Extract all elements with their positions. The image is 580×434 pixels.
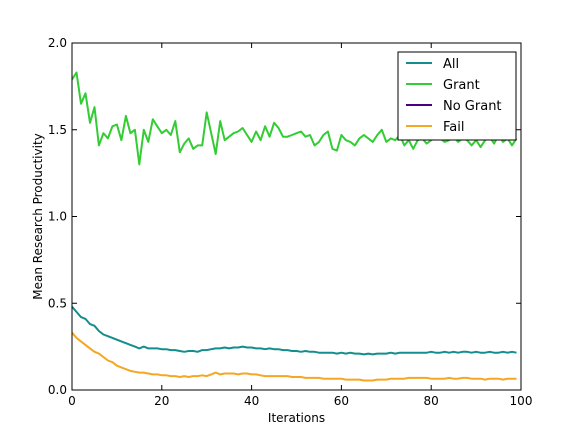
x-tick-label: 60 [334,394,349,408]
x-tick-label: 100 [510,394,533,408]
x-axis-label: Iterations [268,411,325,425]
legend-label: Fail [443,120,464,135]
legend-label: Grant [443,78,480,93]
legend-label: No Grant [443,99,502,114]
y-axis: 0.0 0.5 1.0 1.5 2.0 [48,36,521,397]
x-axis: 0 20 40 60 80 100 [68,43,532,408]
x-tick-label: 0 [68,394,76,408]
series-line-all [71,306,517,356]
x-tick-label: 80 [424,394,439,408]
x-tick-label: 20 [154,394,169,408]
y-tick-label: 0.5 [48,296,67,310]
series-line-fail [71,332,517,382]
y-tick-label: 1.0 [48,210,67,224]
y-tick-label: 2.0 [48,36,67,50]
y-axis-label: Mean Research Productivity [31,133,45,300]
y-tick-label: 1.5 [48,123,67,137]
y-tick-label: 0.0 [48,383,67,397]
x-tick-label: 40 [244,394,259,408]
legend: All Grant No Grant Fail [397,51,517,141]
legend-label: All [443,57,459,72]
